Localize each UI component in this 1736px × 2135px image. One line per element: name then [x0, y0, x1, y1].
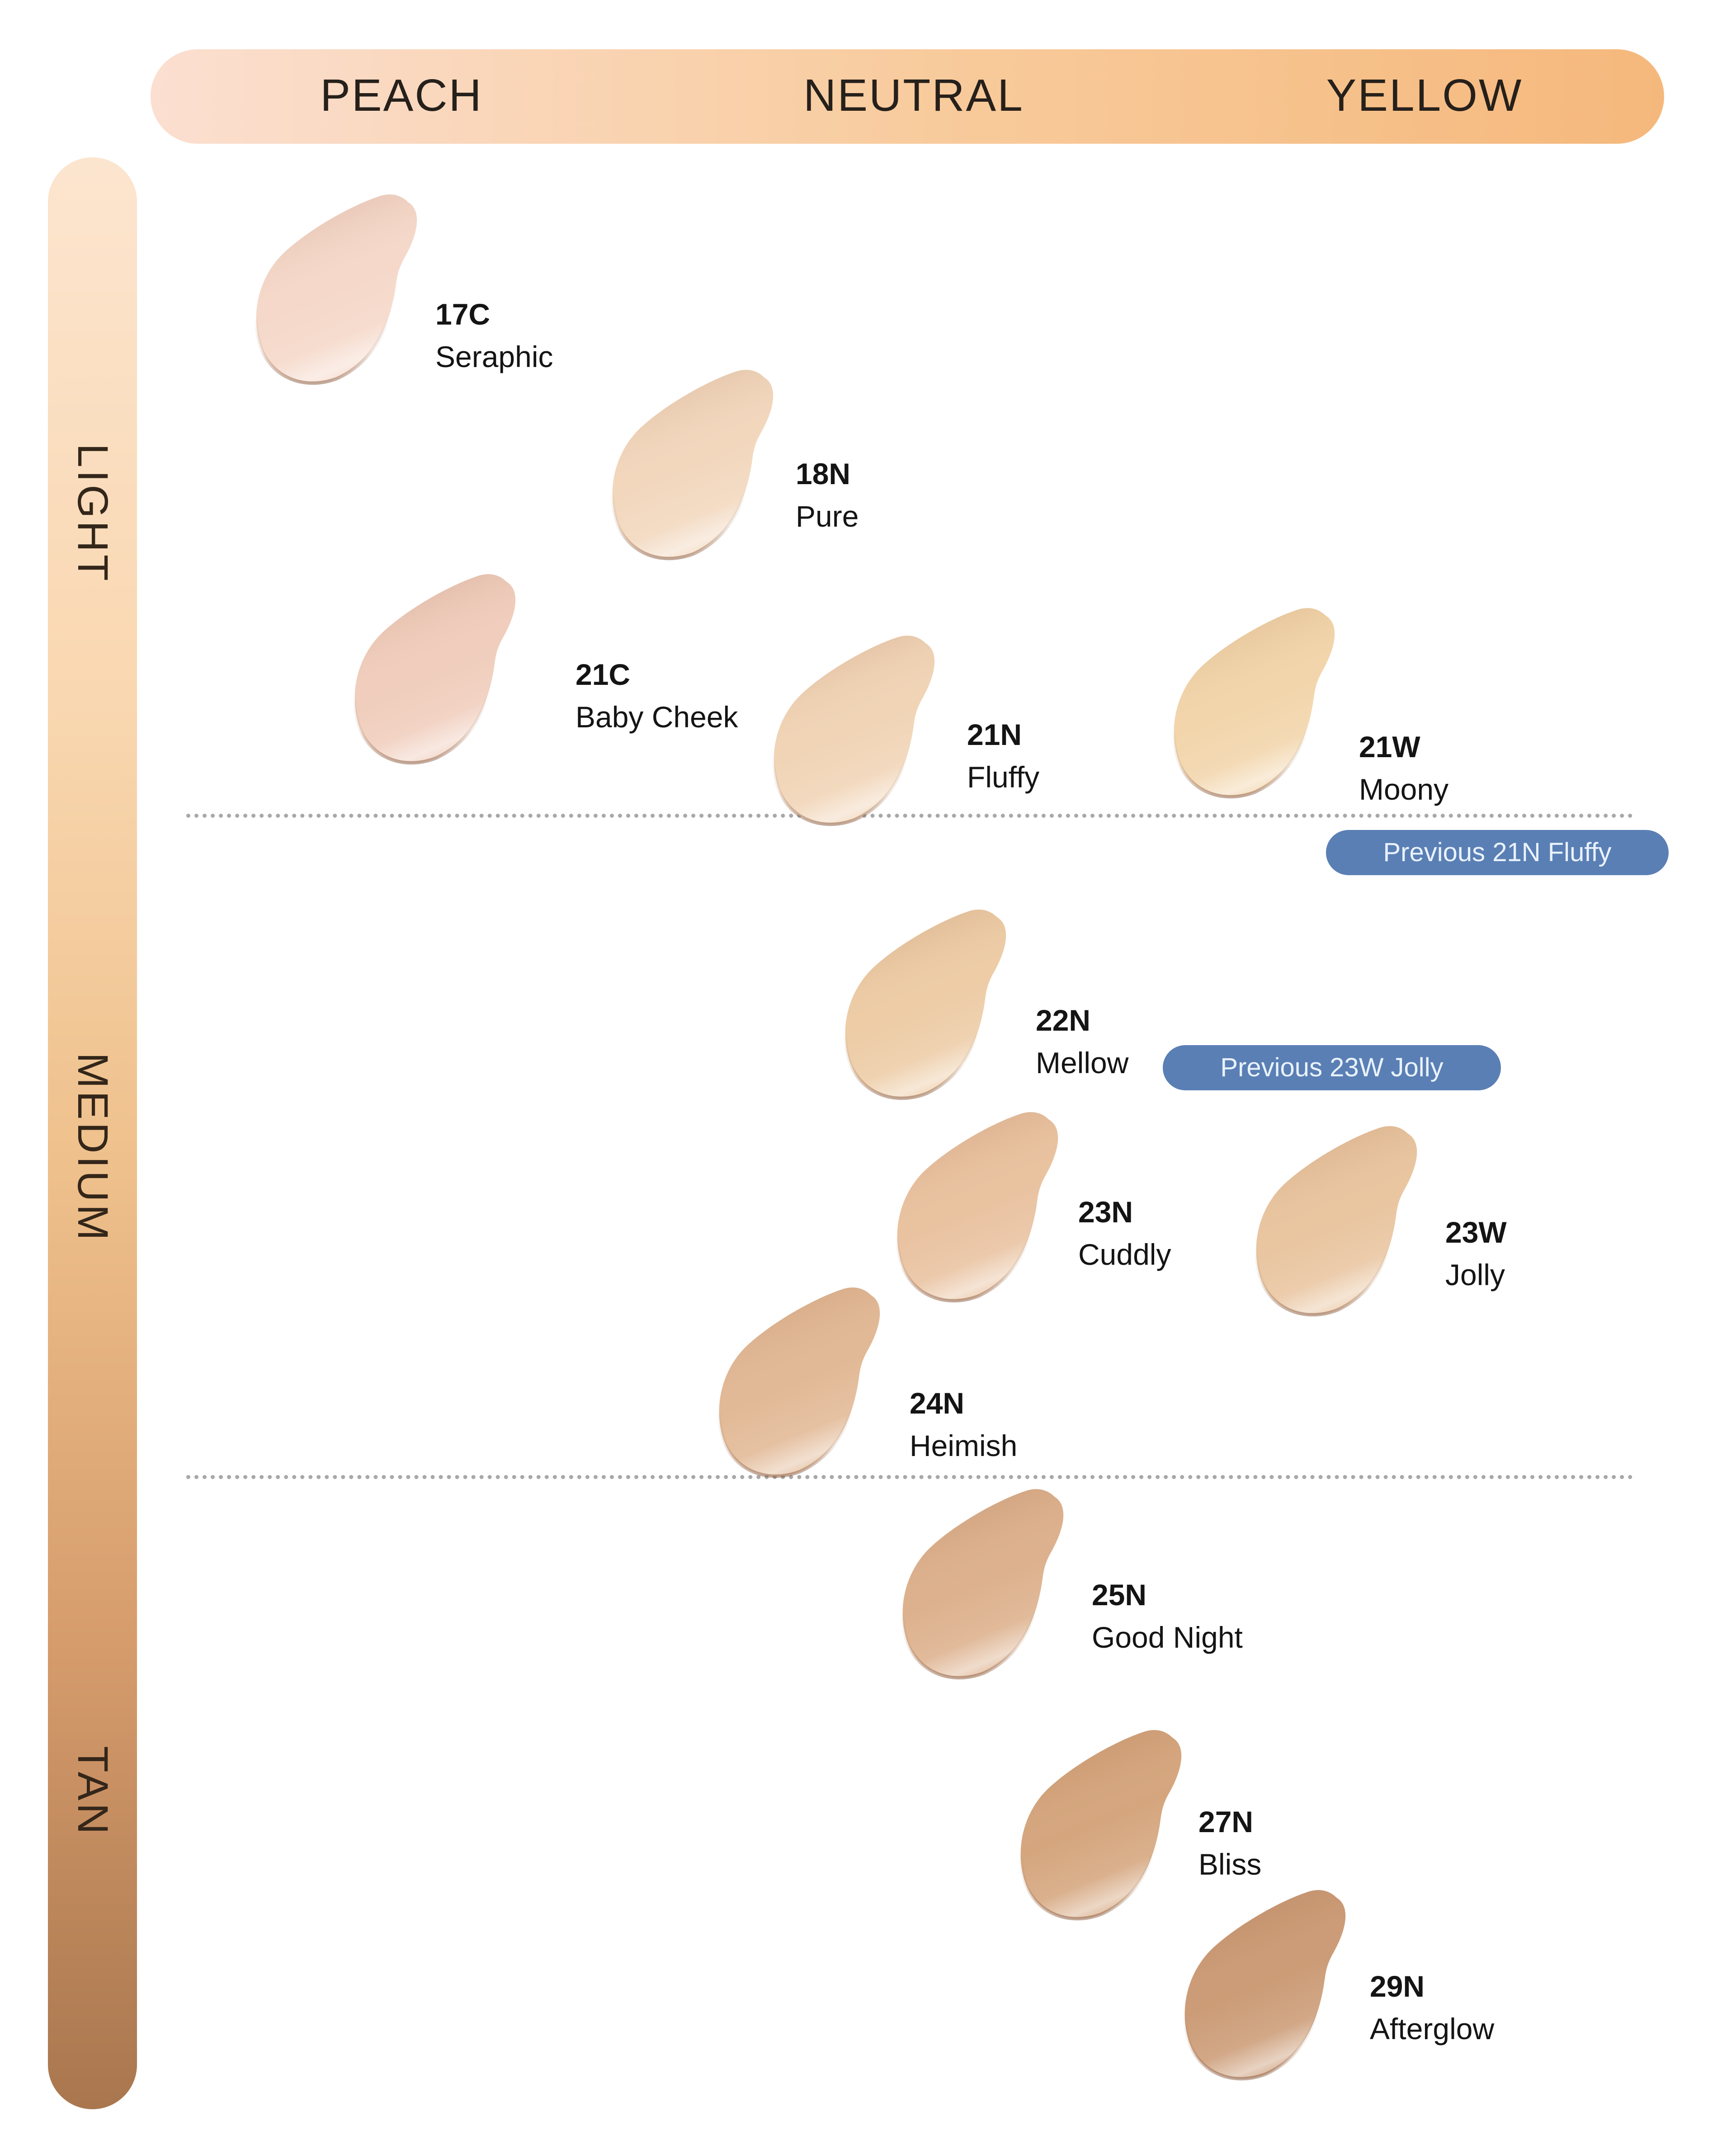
divider-medium-tan	[186, 1475, 1633, 1479]
swatch-smear-23n	[895, 1110, 1060, 1303]
shade-name: Seraphic	[435, 340, 553, 373]
shade-code: 23N	[1078, 1195, 1133, 1229]
swatch-smear-21c	[353, 572, 517, 765]
swatch-smear-17c	[254, 193, 419, 385]
shade-name: Cuddly	[1078, 1238, 1171, 1271]
shade-code: 18N	[796, 457, 851, 490]
shade-name: Good Night	[1092, 1621, 1243, 1654]
undertone-label-peach: PEACH	[320, 70, 483, 121]
shade-label-17c: 17C Seraphic	[435, 293, 553, 378]
swatch-smear-21n	[772, 634, 936, 826]
shade-label-21n: 21N Fluffy	[967, 713, 1039, 798]
shade-name: Afterglow	[1370, 2012, 1495, 2045]
shade-label-18n: 18N Pure	[796, 452, 859, 537]
shade-code: 29N	[1370, 1970, 1425, 2003]
shade-label-22n: 22N Mellow	[1036, 999, 1128, 1084]
shade-code: 22N	[1036, 1004, 1091, 1037]
depth-label-tan: TAN	[69, 1746, 117, 1837]
shade-label-27n: 27N Bliss	[1198, 1800, 1261, 1885]
shade-name: Jolly	[1445, 1258, 1505, 1291]
shade-label-24n: 24N Heimish	[910, 1382, 1017, 1467]
shade-label-21c: 21C Baby Cheek	[576, 653, 738, 738]
shade-label-29n: 29N Afterglow	[1370, 1965, 1494, 2050]
shade-code: 17C	[435, 297, 491, 331]
swatch-smear-24n	[717, 1286, 882, 1478]
swatch-smear-27n	[1019, 1728, 1183, 1921]
shade-label-23n: 23N Cuddly	[1078, 1191, 1171, 1276]
shade-code: 21C	[576, 658, 631, 691]
shade-code: 25N	[1092, 1578, 1147, 1612]
swatch-smear-22n	[843, 908, 1008, 1100]
shade-label-23w: 23W Jolly	[1445, 1211, 1507, 1296]
divider-light-medium	[186, 814, 1633, 818]
undertone-label-neutral: NEUTRAL	[803, 70, 1024, 121]
shade-code: 21W	[1359, 730, 1420, 764]
swatch-smear-29n	[1183, 1888, 1347, 2081]
previous-shade-badge-21w: Previous 21N Fluffy	[1326, 830, 1669, 875]
previous-shade-badge-22n: Previous 23W Jolly	[1163, 1045, 1501, 1090]
shade-code: 23W	[1445, 1216, 1507, 1249]
shade-label-21w: 21W Moony	[1359, 726, 1448, 811]
swatch-smear-25n	[901, 1487, 1065, 1680]
swatch-smear-23w	[1254, 1124, 1419, 1317]
swatch-smear-18n	[610, 368, 775, 561]
shade-name: Mellow	[1036, 1046, 1129, 1079]
shade-code: 27N	[1198, 1805, 1254, 1838]
shade-name: Baby Cheek	[576, 700, 738, 734]
shade-label-25n: 25N Good Night	[1092, 1574, 1243, 1659]
shade-code: 21N	[967, 718, 1022, 751]
depth-label-light: LIGHT	[69, 443, 117, 584]
swatch-smear-21w	[1172, 606, 1336, 799]
undertone-axis-bar: PEACH NEUTRAL YELLOW	[151, 49, 1664, 144]
depth-axis-bar: LIGHT MEDIUM TAN	[48, 157, 137, 2109]
shade-name: Moony	[1359, 773, 1449, 806]
undertone-label-yellow: YELLOW	[1326, 70, 1523, 121]
shade-name: Bliss	[1198, 1848, 1262, 1881]
shade-name: Fluffy	[967, 760, 1040, 794]
shade-name: Pure	[796, 500, 859, 533]
depth-label-medium: MEDIUM	[69, 1052, 117, 1243]
shade-code: 24N	[910, 1386, 965, 1420]
shade-name: Heimish	[910, 1429, 1018, 1462]
